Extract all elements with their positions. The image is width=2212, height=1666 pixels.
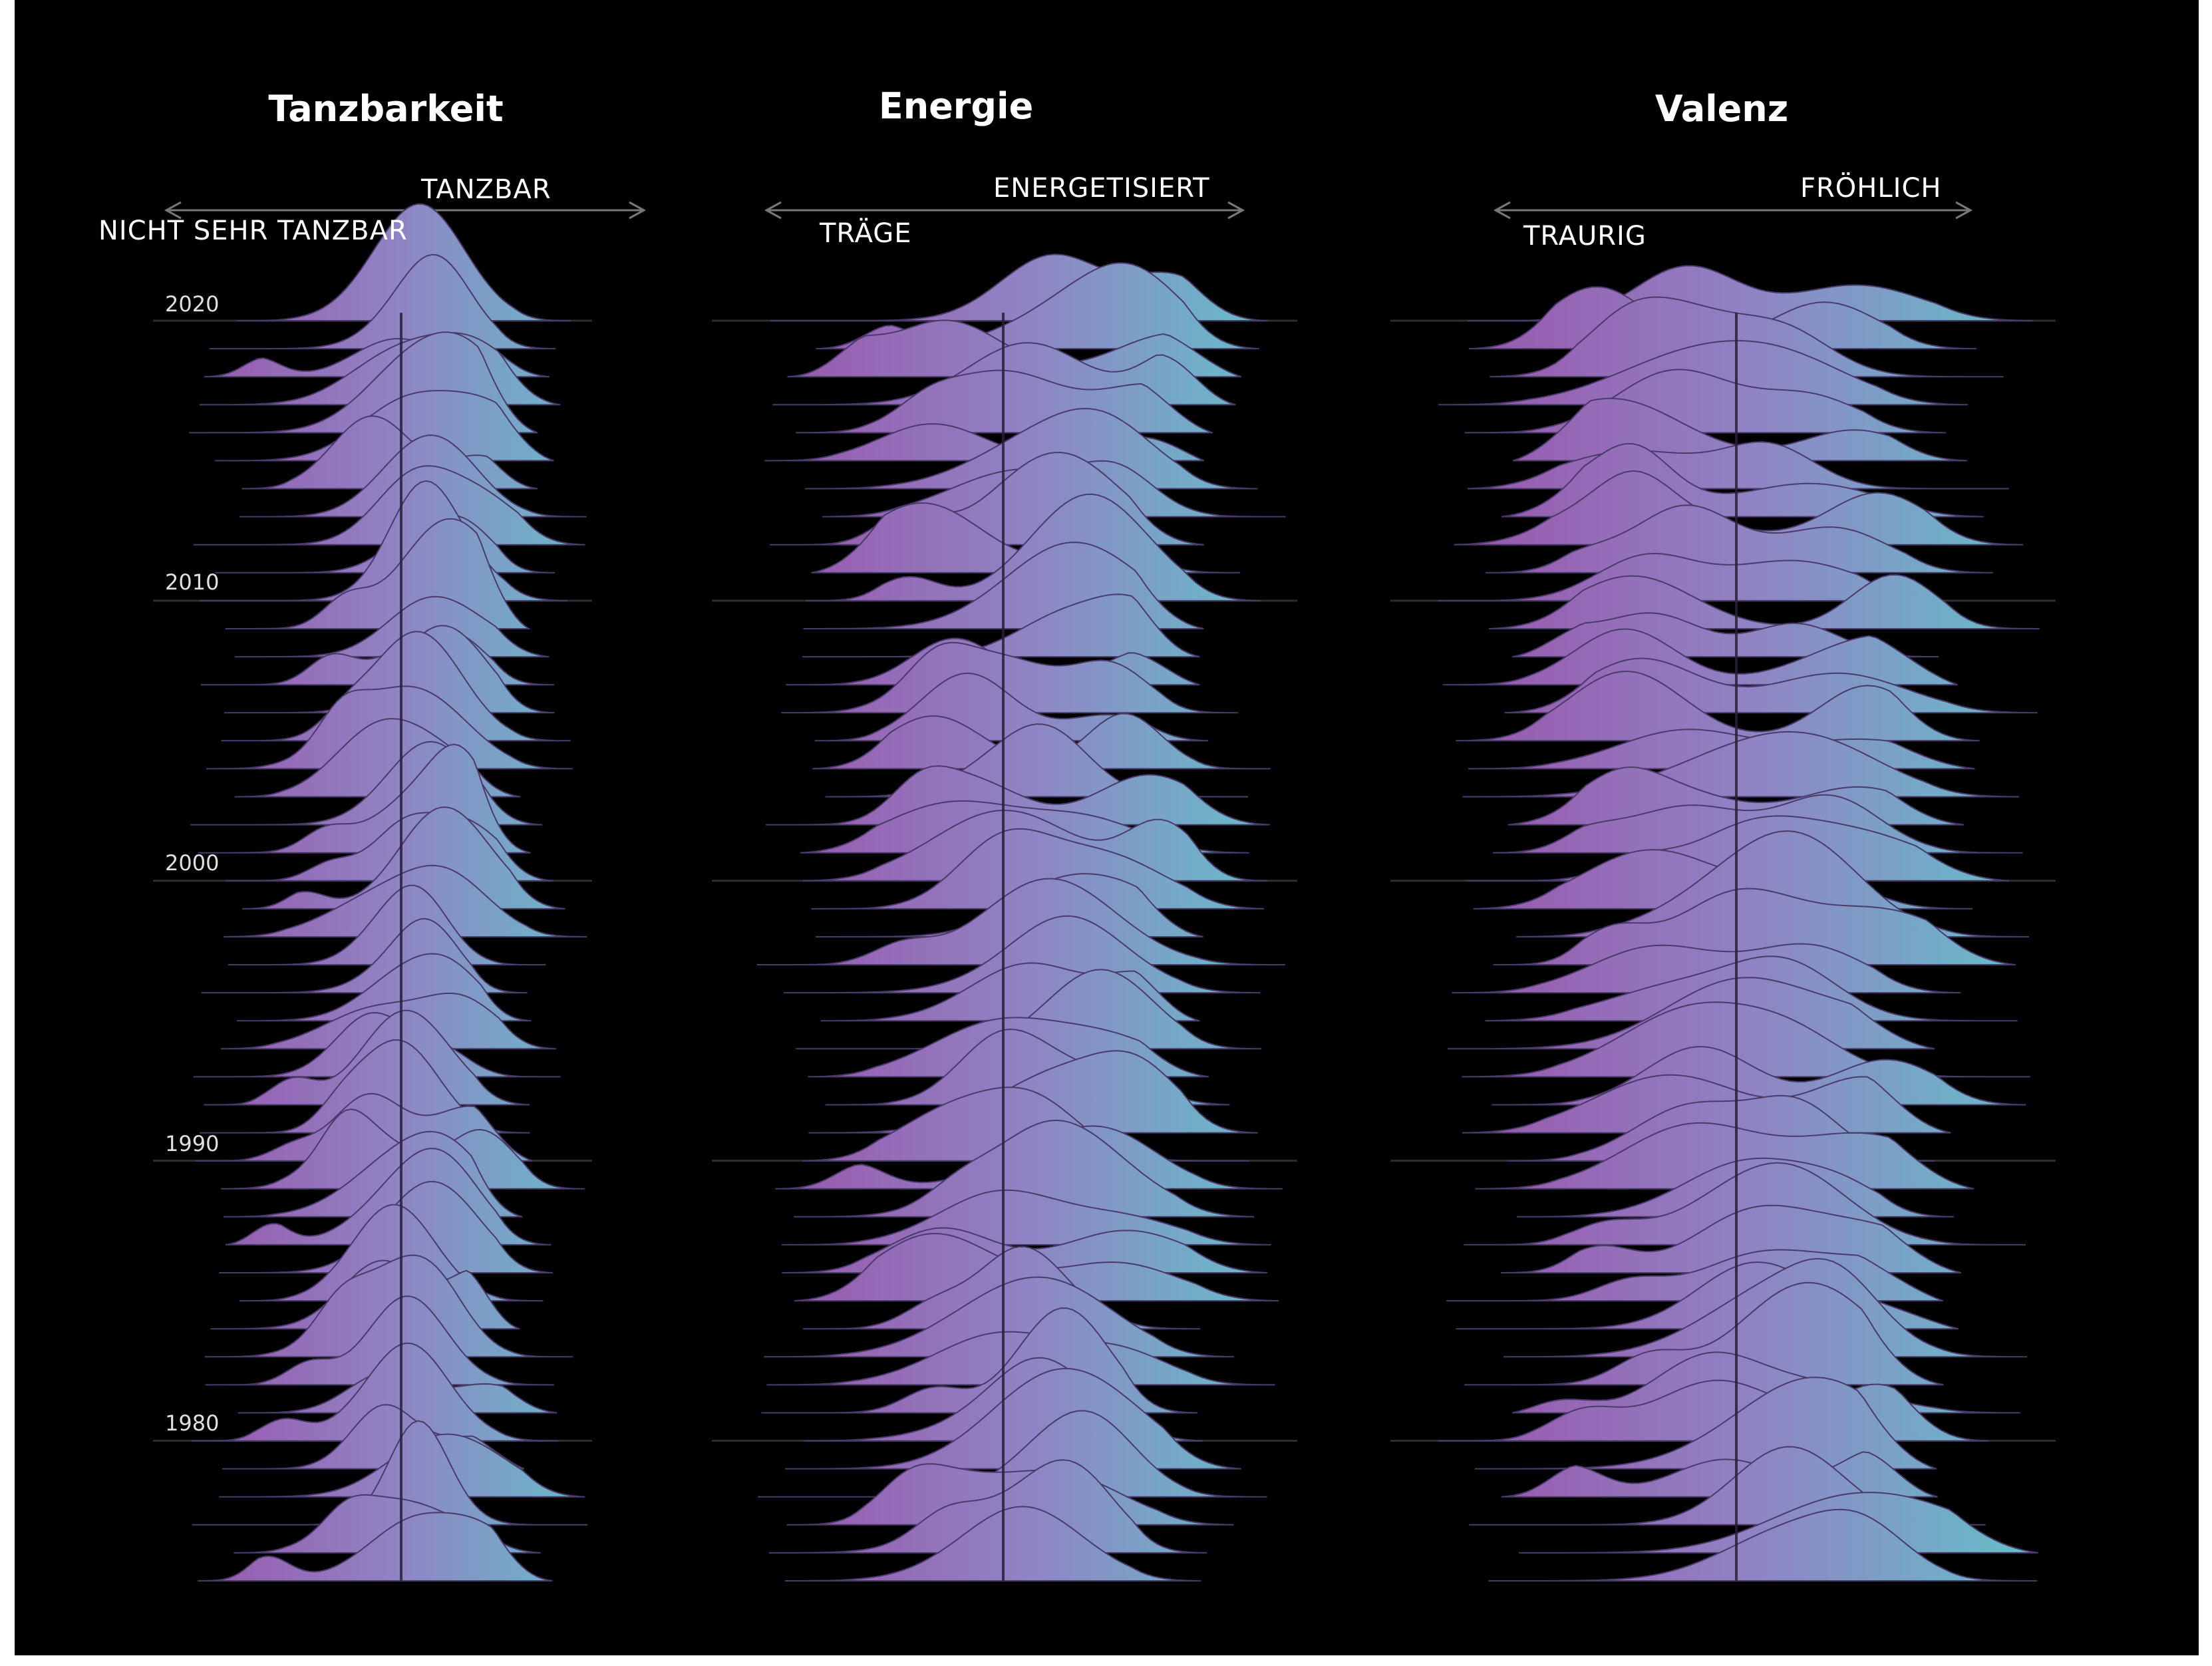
ridge-density xyxy=(1485,504,1993,574)
ridge-density xyxy=(1488,1508,2038,1582)
ridge-layer xyxy=(189,203,2040,1582)
center-lines xyxy=(400,313,1738,1581)
ridge-density xyxy=(766,765,1270,826)
valenz-low-label: TRAURIG xyxy=(1523,221,1647,251)
year-label-1990: 1990 xyxy=(165,1131,220,1156)
axis-arrow-head xyxy=(764,201,782,220)
ridge-density xyxy=(794,1119,1255,1218)
ridge-density xyxy=(796,969,1262,1050)
ridge-density xyxy=(1464,1281,1944,1386)
tanzbarkeit-low-label: NICHT SEHR TANZBAR xyxy=(98,216,408,246)
ridge-density xyxy=(802,1086,1249,1162)
ridge-density xyxy=(816,262,1259,350)
year-label-2000: 2000 xyxy=(165,850,220,876)
ridge-density xyxy=(1456,670,1980,742)
ridge-density xyxy=(1438,552,1945,601)
panel-title-energie: Energie xyxy=(878,85,1034,127)
ridge-density xyxy=(784,1506,1201,1582)
ridge-density xyxy=(1474,1377,1937,1470)
ridge-density xyxy=(757,1410,1267,1498)
ridge-density xyxy=(1493,888,2016,965)
tanzbarkeit-high-label: TANZBAR xyxy=(421,174,552,205)
energie-low-label: TRÄGE xyxy=(820,218,912,249)
ridge-density xyxy=(811,828,1264,910)
ridge-density xyxy=(1512,1351,2020,1414)
ridge-density xyxy=(1442,628,1958,686)
ridge-density xyxy=(209,253,556,350)
ridge-density xyxy=(781,641,1238,714)
year-label-2020: 2020 xyxy=(165,291,220,317)
axis-arrow-head xyxy=(1955,201,1973,220)
ridge-density xyxy=(194,465,585,546)
ridge-density xyxy=(770,253,1268,321)
axis-arrow-head xyxy=(164,201,182,220)
page-margin xyxy=(0,1655,2212,1666)
ridge-density xyxy=(1475,1122,1975,1190)
ridge-density xyxy=(805,408,1258,490)
energie-high-label: ENERGETISIERT xyxy=(993,173,1210,204)
axis-arrow-head xyxy=(1493,201,1511,220)
ridge-density xyxy=(756,878,1285,965)
ridge-density xyxy=(768,1459,1207,1554)
ridge-density xyxy=(205,1295,554,1386)
axis-arrow-head xyxy=(1227,201,1245,220)
valenz-high-label: FRÖHLICH xyxy=(1800,173,1942,204)
year-label-1980: 1980 xyxy=(165,1411,220,1436)
axis-arrow-head xyxy=(629,201,647,220)
ridge-density xyxy=(784,915,1261,994)
ridge-density xyxy=(191,1342,559,1442)
ridge-density xyxy=(1490,296,2004,378)
ridge-density xyxy=(1452,943,1961,994)
ridge-density xyxy=(1462,1001,2030,1078)
ridge-density xyxy=(805,493,1261,601)
panel-title-tanzbarkeit: Tanzbarkeit xyxy=(268,88,504,130)
ridge-density xyxy=(228,884,546,965)
ridge-density xyxy=(221,631,571,742)
ridge-density xyxy=(242,806,565,910)
ridge-density xyxy=(237,203,571,321)
ridge-density xyxy=(1464,1162,2026,1246)
ridge-density xyxy=(781,1189,1271,1246)
ridge-density xyxy=(239,1204,544,1302)
ridge-density xyxy=(192,1420,588,1526)
ridge-density xyxy=(1518,1492,2038,1554)
ridge-density xyxy=(198,1512,553,1582)
ridge-density xyxy=(1462,731,2020,798)
year-label-2010: 2010 xyxy=(165,570,220,595)
panel-title-valenz: Valenz xyxy=(1655,88,1789,130)
